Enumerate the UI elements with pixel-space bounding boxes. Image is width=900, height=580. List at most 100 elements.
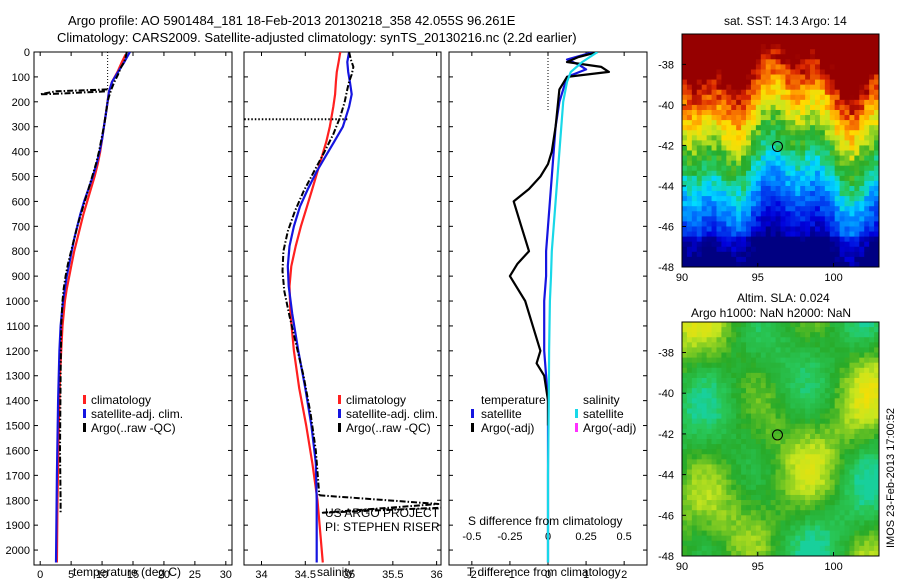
map-cell (864, 150, 870, 156)
map-cell (805, 322, 811, 328)
map-cell (869, 185, 875, 192)
map-cell (775, 241, 781, 248)
map-cell (706, 322, 712, 328)
map-cell (805, 510, 811, 516)
map-cell (682, 530, 688, 537)
map-cell (859, 79, 865, 86)
map-cell (780, 165, 786, 172)
map-cell (829, 474, 836, 481)
map-cell (760, 115, 767, 121)
map-cell (864, 332, 870, 338)
map-cell (874, 500, 880, 506)
map-cell (741, 79, 747, 86)
map-cell (726, 535, 732, 542)
map-cell (760, 418, 767, 425)
map-cell (834, 444, 840, 450)
map-cell (869, 39, 875, 45)
map-cell (686, 418, 693, 425)
map-cell (706, 44, 712, 50)
map-cell (726, 337, 732, 343)
map-cell (780, 125, 786, 131)
map-cell (691, 251, 698, 258)
map-cell (731, 125, 737, 131)
map-cell (726, 74, 732, 80)
map-cell (706, 530, 712, 537)
map-cell (844, 125, 850, 131)
map-cell (839, 109, 845, 116)
map-cell (760, 459, 767, 465)
map-cell (701, 241, 708, 248)
map-cell (711, 104, 717, 111)
map-cell (874, 160, 880, 167)
map-cell (790, 515, 796, 521)
map-cell (775, 469, 781, 476)
map-cell (750, 377, 757, 384)
map-cell (869, 49, 875, 55)
x-tick-label: 34.5 (295, 569, 316, 580)
map-cell (686, 79, 693, 86)
map-cell (790, 125, 796, 131)
map-cell (839, 89, 845, 96)
map-cell (701, 342, 708, 348)
map-cell (814, 530, 821, 537)
map-cell (731, 89, 737, 96)
map-cell (864, 145, 870, 151)
map-cell (849, 236, 855, 243)
map-cell (706, 170, 712, 177)
map-cell (682, 459, 688, 465)
map-cell (819, 54, 826, 60)
map-cell (829, 500, 836, 506)
map-cell (711, 357, 717, 364)
map-cell (829, 413, 836, 420)
map-cell (785, 226, 791, 232)
map-cell (736, 530, 742, 537)
map-cell (736, 403, 742, 409)
map-cell (814, 206, 821, 212)
map-cell (829, 418, 836, 425)
map-cell (716, 388, 722, 394)
map-cell (755, 231, 762, 238)
map-cell (800, 231, 806, 238)
map-cell (731, 175, 737, 182)
map-cell (726, 145, 732, 151)
map-cell (790, 44, 796, 50)
map-cell (711, 54, 717, 60)
map-cell (859, 261, 865, 268)
map-cell (765, 125, 772, 131)
map-cell (834, 479, 840, 486)
map-cell (854, 372, 860, 379)
map-cell (741, 484, 747, 491)
map-cell (750, 54, 757, 60)
map-cell (711, 418, 717, 425)
map-cell (864, 494, 870, 501)
map-cell (790, 454, 796, 460)
map-cell (814, 332, 821, 338)
map-cell (795, 99, 801, 106)
map-cell (874, 489, 880, 496)
map-cell (706, 398, 712, 404)
map-cell (682, 322, 688, 328)
map-cell (780, 484, 786, 491)
map-cell (706, 261, 712, 268)
map-cell (829, 54, 836, 60)
map-cell (824, 388, 831, 394)
map-cell (859, 550, 865, 557)
map-cell (780, 377, 786, 384)
map-cell (854, 251, 860, 258)
map-cell (854, 206, 860, 212)
map-cell (814, 367, 821, 374)
map-cell (874, 372, 880, 379)
map-cell (750, 165, 757, 172)
map-cell (795, 150, 801, 156)
map-cell (805, 388, 811, 394)
map-cell (691, 69, 698, 75)
map-cell (805, 221, 811, 227)
map-cell (701, 216, 708, 222)
map-cell (736, 357, 742, 364)
map-cell (775, 84, 781, 91)
map-cell (770, 403, 776, 409)
map-cell (824, 454, 831, 460)
map-cell (869, 104, 875, 111)
map-cell (839, 388, 845, 394)
map-cell (701, 500, 708, 506)
